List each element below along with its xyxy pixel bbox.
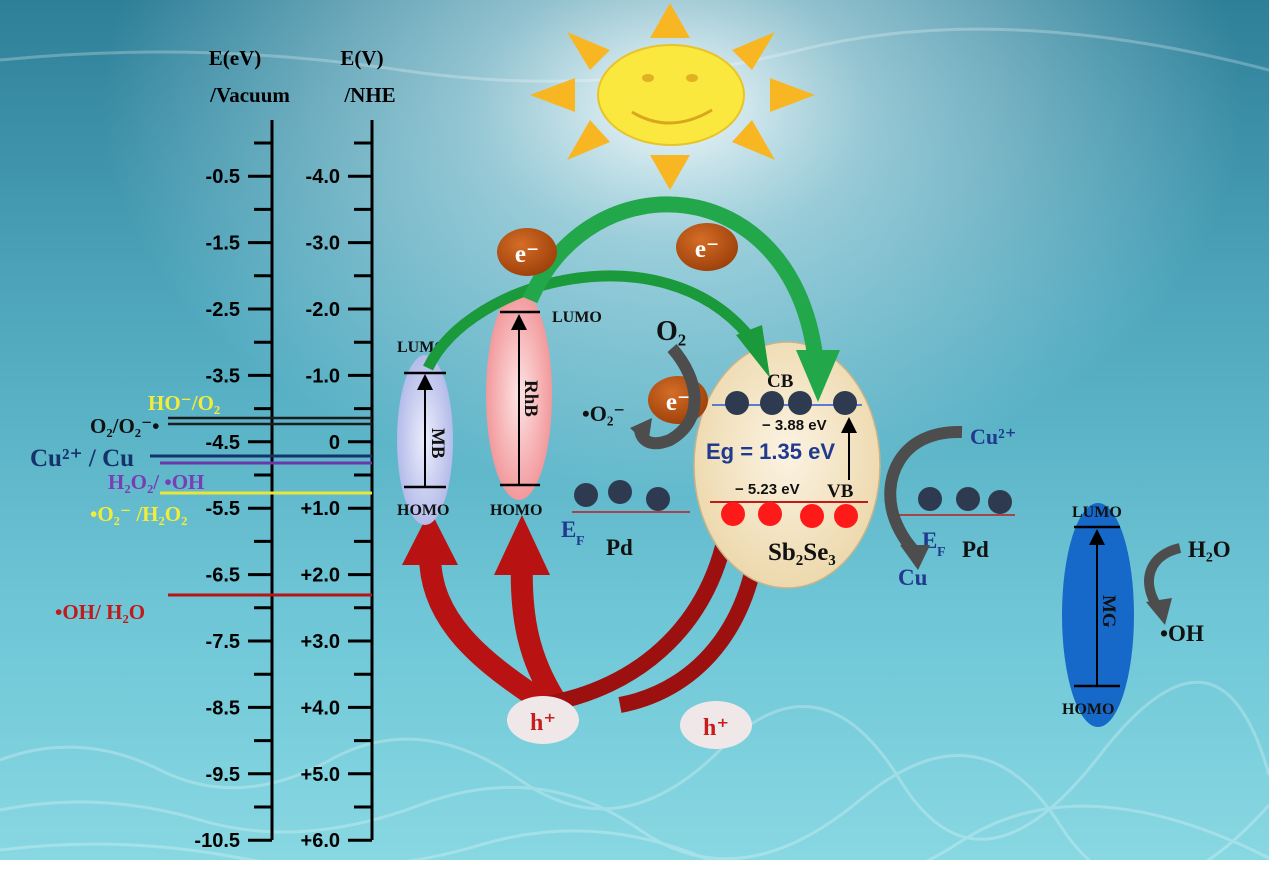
vb-holes — [721, 502, 858, 528]
label-cu-cu2: Cu²⁺ / Cu — [30, 445, 134, 472]
pd-left-fermi-sub: F — [576, 534, 585, 549]
vacuum-axis-title-line1: E(eV) — [209, 46, 261, 70]
label-ho-o2: HO⁻/O₂ — [148, 391, 220, 415]
vacuum-tick-label: -0.5 — [206, 166, 240, 188]
cu-reduction-arrowhead — [900, 545, 930, 570]
vacuum-tick-label: -8.5 — [206, 697, 240, 719]
o2-label: O₂ — [656, 316, 686, 347]
vb-energy-label: − 5.23 eV — [735, 481, 800, 498]
nhe-tick-label: +2.0 — [301, 565, 340, 587]
bottom-border — [0, 860, 1269, 877]
nhe-tick-label: -2.0 — [306, 299, 340, 321]
h2o-oxidation-arrow — [1144, 543, 1182, 611]
hole-label: h⁺ — [530, 710, 556, 736]
label-superoxide-h2o2: •O₂⁻ /H₂O₂ — [90, 502, 187, 526]
hole-badge-2: h⁺ — [680, 701, 752, 749]
axis-ticks — [248, 141, 372, 842]
vacuum-tick-label: -4.5 — [206, 432, 240, 454]
vacuum-tick-label: -3.5 — [206, 365, 240, 387]
rhb-name: RhB — [520, 380, 541, 417]
cb-electrons — [725, 391, 857, 415]
sb2se3-vb-label: VB — [827, 481, 854, 502]
vacuum-tick-label: -1.5 — [206, 233, 240, 255]
vacuum-tick-label: -10.5 — [194, 830, 240, 852]
electron-label: e⁻ — [515, 241, 539, 268]
cu-label: Cu — [898, 565, 928, 590]
nhe-tick-label: +5.0 — [301, 764, 340, 786]
superoxide-label: •O₂⁻ — [582, 401, 625, 426]
pd-right-metal: Pd — [962, 537, 989, 562]
mg-lumo-label: LUMO — [1072, 504, 1122, 521]
nhe-axis-title-line2: /NHE — [343, 83, 395, 107]
electron-badge-2: e⁻ — [676, 223, 738, 271]
sun-icon — [530, 3, 815, 190]
pd-left-fermi-label: E — [561, 517, 576, 542]
mg-homo-label: HOMO — [1062, 701, 1114, 718]
sb2se3-name: Sb₂Se₃ — [768, 539, 836, 566]
bandgap-label: Eg = 1.35 eV — [706, 439, 835, 464]
vacuum-tick-label: -9.5 — [206, 764, 240, 786]
hole-badge-1: h⁺ — [507, 696, 579, 744]
vacuum-tick-label: -6.5 — [206, 565, 240, 587]
electron-transfer-arrows — [423, 196, 840, 402]
pd-left-electrons — [574, 480, 670, 511]
nhe-axis-title-line1: E(V) — [340, 46, 383, 70]
hole-label: h⁺ — [703, 715, 729, 741]
cu-reduction-arrow — [884, 425, 963, 556]
electron-label: e⁻ — [666, 389, 690, 416]
hole-transfer-arrows — [402, 504, 768, 713]
cb-energy-label: − 3.88 eV — [762, 417, 827, 434]
nhe-tick-label: -3.0 — [306, 233, 340, 255]
nhe-tick-label: +3.0 — [301, 631, 340, 653]
nhe-tick-label: +6.0 — [301, 830, 340, 852]
mg-name: MG — [1098, 595, 1119, 628]
label-oh-h2o: •OH/ H₂O — [55, 600, 145, 624]
label-o2-o2rad: O₂/O₂⁻• — [90, 414, 160, 438]
h2o-oxidation-arrowhead — [1146, 598, 1172, 625]
nhe-tick-label: +1.0 — [301, 498, 340, 520]
vacuum-tick-label: -7.5 — [206, 631, 240, 653]
nhe-tick-label: -4.0 — [306, 166, 340, 188]
pd-left-metal: Pd — [606, 535, 633, 560]
label-h2o2-oh: H₂O₂/ •OH — [108, 470, 204, 494]
o2-reduction-arrowhead — [630, 418, 652, 445]
nhe-tick-labels: -4.0 -3.0 -2.0 -1.0 0 +1.0 +2.0 +3.0 +4.0 +5.0 +6.… — [301, 166, 340, 852]
electron-label: e⁻ — [695, 236, 719, 263]
nhe-tick-label: +4.0 — [301, 697, 340, 719]
rhb-homo-label: HOMO — [490, 502, 542, 519]
nhe-tick-label: 0 — [329, 432, 340, 454]
cu2-label: Cu²⁺ — [970, 424, 1016, 449]
vacuum-tick-label: -2.5 — [206, 299, 240, 321]
mb-name: MB — [427, 428, 448, 459]
vacuum-tick-labels: -0.5 -1.5 -2.5 -3.5 -4.5 -5.5 -6.5 -7.5 -8.5 -9.5… — [194, 166, 240, 852]
nhe-tick-label: -1.0 — [306, 365, 340, 387]
sb2se3-cb-label: CB — [767, 371, 794, 392]
vacuum-axis-title-line2: /Vacuum — [209, 83, 290, 107]
pd-right-fermi-sub: F — [937, 545, 946, 560]
pd-right-electrons — [918, 487, 1012, 514]
mb-homo-label: HOMO — [397, 502, 449, 519]
oh-radical-label: •OH — [1160, 621, 1204, 646]
vacuum-tick-label: -5.5 — [206, 498, 240, 520]
rhb-lumo-label: LUMO — [552, 309, 602, 326]
electron-badge-1: e⁻ — [497, 228, 557, 276]
h2o-label: H₂O — [1188, 537, 1231, 562]
